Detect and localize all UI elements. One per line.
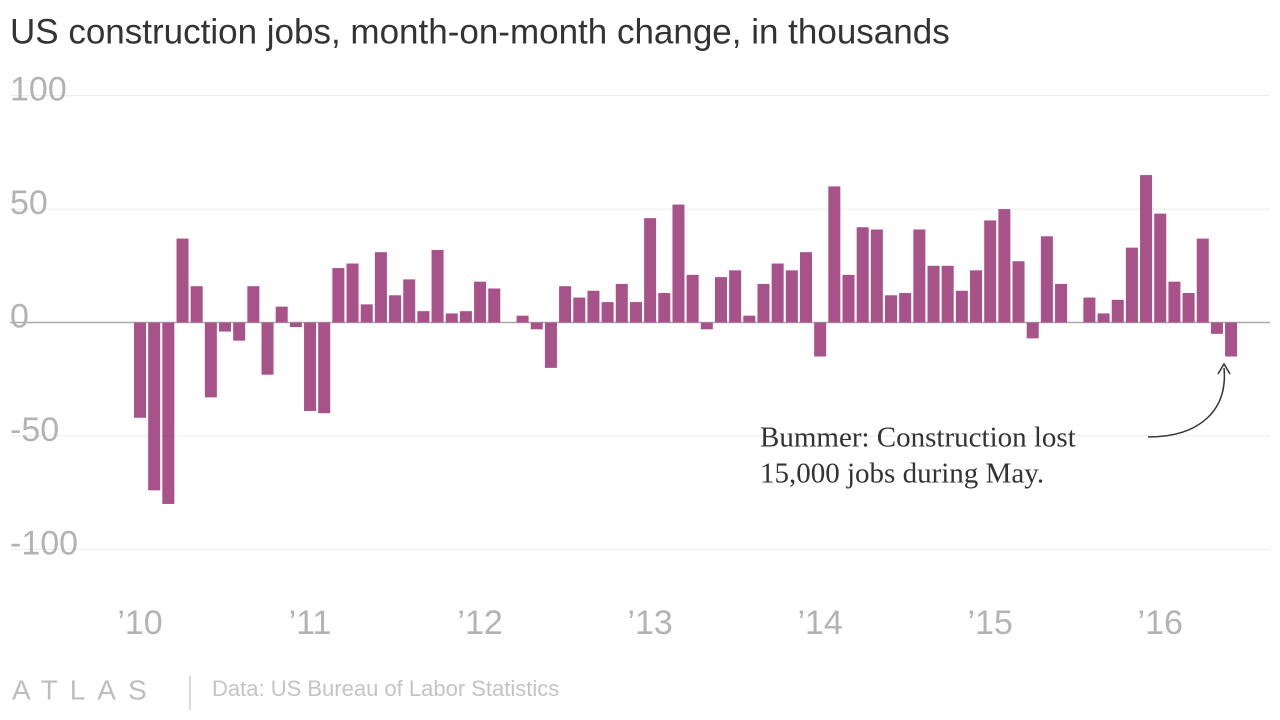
bar — [1097, 313, 1110, 323]
y-tick-label: 0 — [10, 297, 29, 335]
bar — [828, 186, 841, 323]
bar — [445, 313, 458, 323]
bar — [360, 304, 373, 323]
bar — [332, 268, 345, 323]
bar — [389, 295, 402, 323]
bar — [148, 322, 161, 491]
bar — [374, 252, 387, 323]
bar — [559, 286, 572, 323]
bar — [927, 265, 940, 323]
source: Data: US Bureau of Labor Statistics — [212, 676, 559, 701]
annotation-arrow — [1147, 367, 1226, 438]
y-tick-label: 100 — [10, 71, 67, 109]
bar — [1154, 213, 1167, 323]
bar — [757, 283, 770, 323]
bar — [1125, 247, 1138, 323]
bar — [1026, 322, 1039, 339]
bar — [587, 290, 600, 323]
y-tick-label: -100 — [10, 524, 78, 562]
bar — [488, 288, 501, 323]
bar — [998, 209, 1011, 323]
bar — [1210, 322, 1223, 334]
bar — [1012, 261, 1025, 323]
bar — [1111, 299, 1124, 323]
bar — [955, 290, 968, 323]
bar — [799, 252, 812, 323]
x-tick-label: ’10 — [117, 604, 162, 642]
bar — [771, 263, 784, 323]
x-tick-label: ’11 — [289, 604, 332, 642]
bar — [629, 302, 642, 323]
bar — [1083, 297, 1096, 323]
bar — [814, 322, 827, 357]
x-tick-label: ’12 — [457, 604, 502, 642]
bar — [714, 277, 727, 323]
bar — [984, 220, 997, 323]
bar — [686, 274, 699, 323]
bar — [1225, 322, 1238, 357]
bar — [743, 315, 756, 323]
bar — [204, 322, 217, 398]
bar — [134, 322, 146, 418]
y-tick-label: 50 — [10, 184, 48, 222]
bar — [431, 249, 444, 323]
bar — [1055, 283, 1068, 323]
bar — [615, 283, 628, 323]
bar — [672, 204, 685, 323]
bar — [644, 218, 657, 323]
bar — [247, 286, 260, 323]
bar — [729, 270, 742, 323]
bar — [544, 322, 557, 368]
bar — [530, 322, 543, 330]
bar — [856, 227, 869, 323]
bar — [289, 322, 302, 328]
bar — [870, 229, 883, 323]
bar — [516, 315, 529, 323]
bar — [474, 281, 487, 323]
bar — [304, 322, 317, 411]
bar — [176, 238, 189, 323]
brand-logo: ATLAS — [12, 674, 159, 705]
bar — [601, 302, 614, 323]
bar — [785, 270, 798, 323]
bar — [261, 322, 274, 375]
bar — [1182, 293, 1195, 323]
annotation-line: 15,000 jobs during May. — [760, 458, 1044, 490]
bar — [941, 265, 954, 323]
annotation-arrowhead — [1217, 362, 1231, 375]
bar — [233, 322, 246, 341]
bar — [162, 322, 175, 504]
bar — [190, 286, 203, 323]
x-tick-label: ’15 — [968, 604, 1013, 642]
bar — [1140, 175, 1153, 323]
bar — [275, 306, 288, 323]
bar — [403, 279, 416, 323]
bar — [1040, 236, 1053, 323]
bar — [459, 311, 472, 323]
bar — [658, 293, 671, 323]
bar — [1196, 238, 1209, 323]
annotation-line: Bummer: Construction lost — [760, 422, 1076, 454]
bar — [913, 229, 926, 323]
x-tick-label: ’13 — [627, 604, 672, 642]
bar — [885, 295, 898, 323]
x-tick-label: ’16 — [1138, 604, 1183, 642]
y-tick-label: -50 — [10, 411, 59, 449]
bar — [700, 322, 713, 330]
bar — [842, 274, 855, 323]
bar — [899, 293, 912, 323]
bar — [970, 270, 983, 323]
bar — [318, 322, 331, 414]
bar — [346, 263, 359, 323]
bar — [219, 322, 232, 332]
bar — [1168, 281, 1181, 323]
chart-title: US construction jobs, month-on-month cha… — [10, 12, 950, 51]
bar — [417, 311, 430, 323]
bar — [573, 297, 586, 323]
x-tick-label: ’14 — [797, 604, 842, 642]
